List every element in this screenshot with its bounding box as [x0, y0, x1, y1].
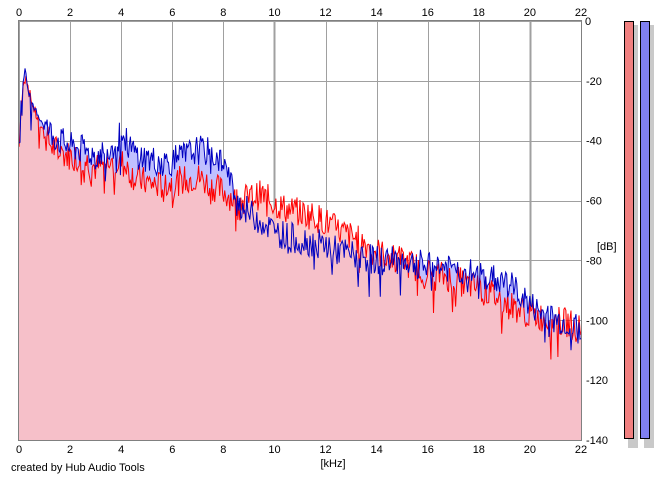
x-tick-label-top: 12	[319, 7, 331, 19]
x-tick-label-top: 14	[371, 7, 383, 19]
x-tick-label-top: 22	[575, 7, 587, 19]
left-channel-area	[19, 76, 581, 440]
x-tick-label-top: 4	[118, 7, 124, 19]
spectrum-series	[18, 68, 582, 441]
x-tick-label-bottom: 16	[422, 444, 434, 456]
x-tick-label-top: 18	[473, 7, 485, 19]
y-tick-label: -60	[586, 196, 602, 208]
y-tick-label: -140	[586, 435, 608, 447]
y-tick-label: 0	[585, 16, 591, 28]
y-axis-tick-labels: 0 -20 -40 -60 -80 -100 -120 -140	[585, 16, 608, 447]
left-channel-meter	[624, 21, 634, 439]
right-channel-meter	[640, 21, 650, 439]
y-tick-label: -100	[586, 315, 608, 327]
x-tick-label-top: 10	[268, 7, 280, 19]
x-axis-label: [kHz]	[320, 458, 345, 470]
x-tick-label-bottom: 10	[268, 444, 280, 456]
y-tick-label: -80	[586, 255, 602, 267]
x-tick-label-top: 16	[422, 7, 434, 19]
y-tick-label: -40	[586, 136, 602, 148]
x-tick-label-top: 6	[169, 7, 175, 19]
plot-frame	[18, 20, 582, 441]
x-tick-label-bottom: 0	[16, 444, 22, 456]
x-tick-label-bottom: 12	[319, 444, 331, 456]
right-channel-line	[18, 68, 582, 351]
x-tick-label-bottom: 4	[118, 444, 124, 456]
x-tick-label-bottom: 8	[220, 444, 226, 456]
x-tick-label-bottom: 6	[169, 444, 175, 456]
y-tick-label: -120	[586, 375, 608, 387]
x-tick-label-bottom: 22	[575, 444, 587, 456]
x-tick-label-bottom: 2	[67, 444, 73, 456]
credit-text: created by Hub Audio Tools	[11, 462, 145, 474]
y-tick-label: -20	[586, 76, 602, 88]
x-tick-label-top: 0	[16, 7, 22, 19]
x-tick-label-bottom: 20	[524, 444, 536, 456]
x-tick-label-top: 8	[220, 7, 226, 19]
x-tick-label-bottom: 18	[473, 444, 485, 456]
x-tick-label-top: 2	[67, 7, 73, 19]
x-tick-label-top: 20	[524, 7, 536, 19]
left-channel-line	[18, 75, 582, 360]
y-axis-label: [dB]	[597, 241, 617, 253]
x-tick-label-bottom: 14	[371, 444, 383, 456]
